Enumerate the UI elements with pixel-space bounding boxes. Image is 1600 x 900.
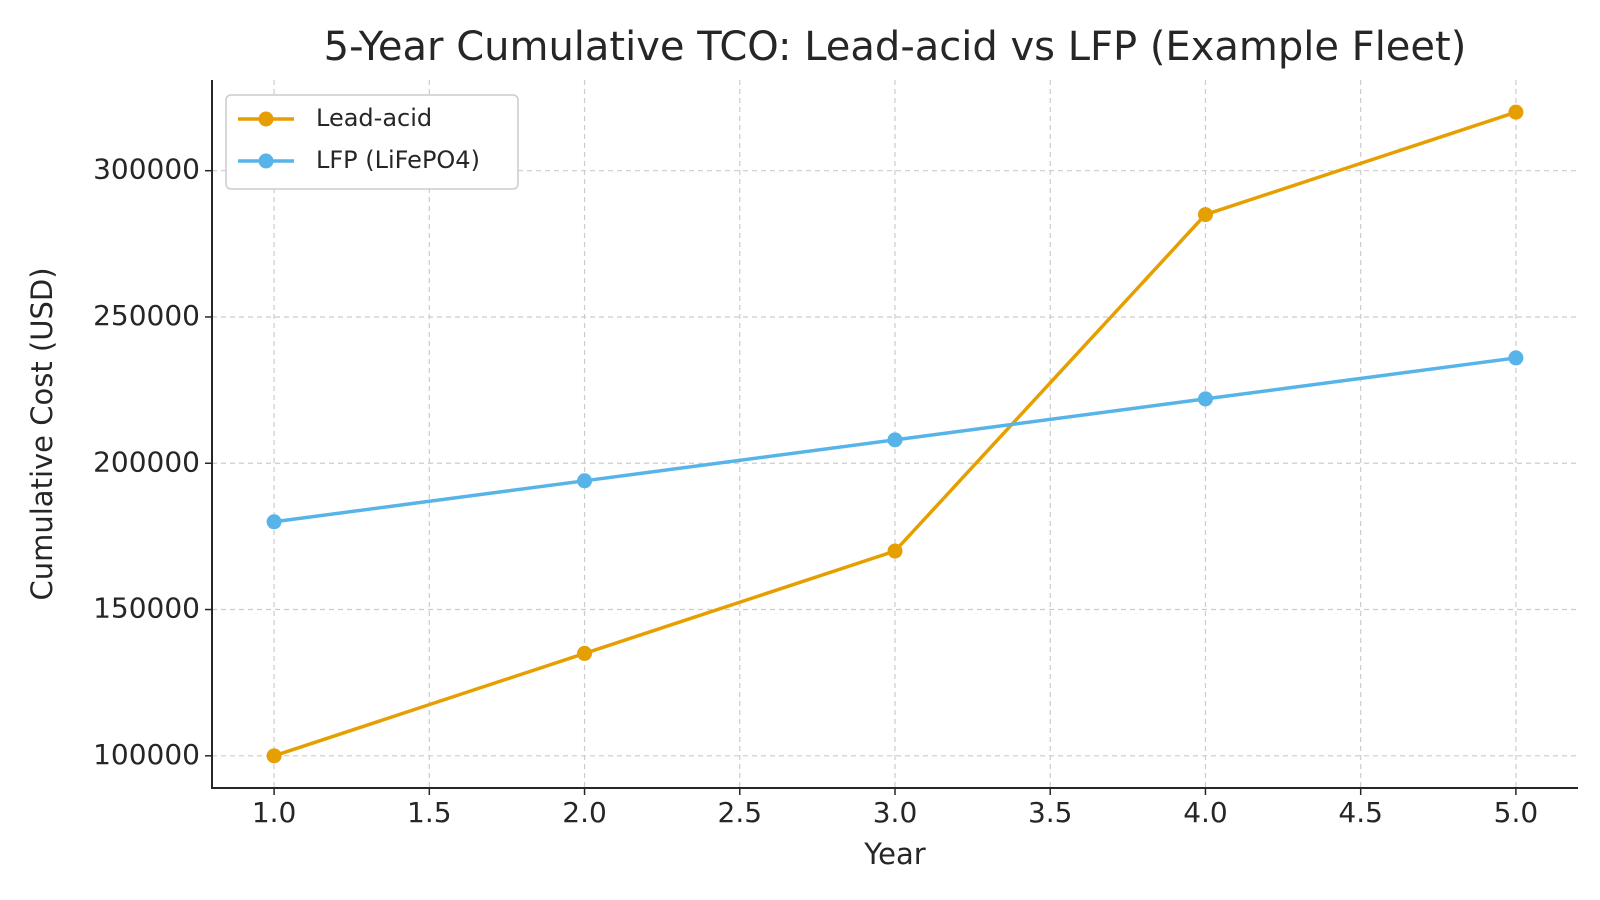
legend: Lead-acid LFP (LiFePO4)	[225, 94, 519, 190]
marker	[1197, 207, 1213, 223]
marker	[887, 543, 903, 559]
marker	[266, 514, 282, 530]
y-tick-label: 250000	[93, 299, 200, 332]
y-tick-label: 300000	[93, 153, 200, 186]
marker	[1508, 104, 1524, 120]
x-axis-label: Year	[863, 837, 925, 871]
x-tick-label: 4.5	[1338, 796, 1383, 829]
marker	[1197, 391, 1213, 407]
y-tick-label: 100000	[93, 738, 200, 771]
marker	[887, 432, 903, 448]
y-tick-label: 200000	[93, 445, 200, 478]
marker	[1508, 350, 1524, 366]
legend-label: Lead-acid	[316, 104, 432, 132]
x-tick-label: 1.0	[252, 796, 297, 829]
x-tick-label: 3.0	[873, 796, 918, 829]
axes	[211, 80, 1578, 789]
marker	[577, 645, 593, 661]
marker	[266, 748, 282, 764]
x-tick-label: 2.5	[718, 796, 763, 829]
x-tick-label: 4.0	[1183, 796, 1228, 829]
y-axis-label: Cumulative Cost (USD)	[25, 267, 59, 600]
x-tick-label: 5.0	[1494, 796, 1539, 829]
legend-label: LFP (LiFePO4)	[316, 146, 480, 174]
x-tick-label: 2.0	[562, 796, 607, 829]
y-tick-label: 150000	[93, 592, 200, 625]
chart-title: 5-Year Cumulative TCO: Lead-acid vs LFP …	[324, 24, 1467, 70]
legend-marker	[258, 153, 274, 169]
legend-box	[225, 94, 519, 190]
x-tick-label: 3.5	[1028, 796, 1073, 829]
legend-marker	[258, 111, 274, 127]
x-tick-label: 1.5	[407, 796, 452, 829]
marker	[577, 473, 593, 489]
